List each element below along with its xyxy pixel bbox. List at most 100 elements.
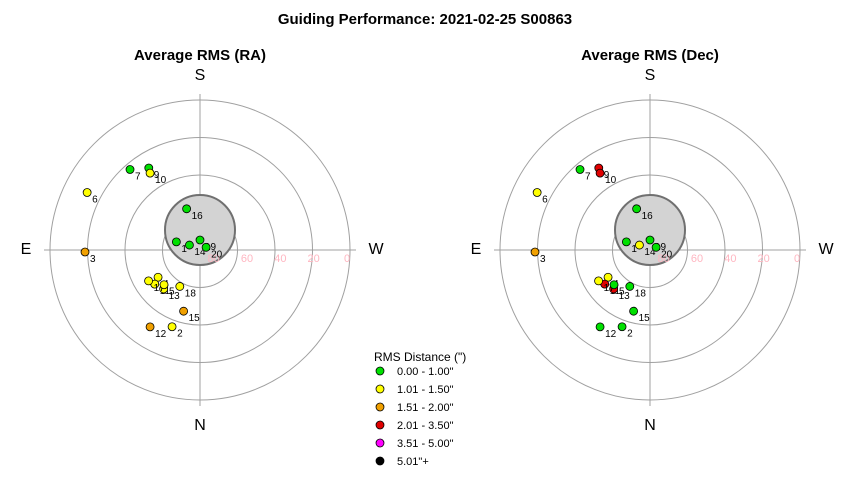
data-point-label: 12 [155, 329, 167, 340]
legend-label: 1.01 - 1.50" [397, 384, 454, 396]
legend-label: 1.51 - 2.00" [397, 402, 454, 414]
direction-bottom-ra: N [194, 417, 206, 434]
data-point [635, 240, 644, 250]
data-points-dec: 123467910111213141516171819205 [530, 163, 673, 340]
radial-tick-label: 60 [691, 253, 703, 265]
data-point-label: 15 [639, 313, 651, 324]
data-point-label: 19 [205, 242, 217, 253]
data-point-label: 1 [631, 244, 637, 255]
direction-right-ra: W [368, 241, 384, 258]
legend-label: 0.00 - 1.00" [397, 366, 454, 378]
data-point [195, 235, 205, 245]
data-point [632, 204, 642, 214]
data-point-label: 9 [154, 170, 160, 181]
radial-tick-label: 20 [308, 253, 320, 265]
radial-tick-label: 40 [724, 253, 736, 265]
data-point [645, 235, 655, 245]
radial-tick-label: 20 [758, 253, 770, 265]
radial-tick-label: 40 [274, 253, 286, 265]
data-point-label: 6 [542, 194, 548, 205]
legend-swatch [375, 402, 385, 412]
data-point [621, 237, 631, 247]
obstruction-layer-ra [164, 194, 236, 266]
direction-bottom-dec: N [644, 417, 656, 434]
data-point [629, 306, 639, 316]
data-point [80, 247, 90, 257]
radial-tick-label: 0 [794, 253, 800, 265]
chart-title-ra: Average RMS (RA) [134, 47, 266, 64]
data-point-label: 18 [185, 288, 197, 299]
data-point-label: 2 [177, 329, 183, 340]
direction-right-dec: W [818, 241, 834, 258]
data-point [575, 165, 585, 174]
data-point [159, 280, 169, 290]
obstruction-disc [164, 194, 236, 266]
data-point [532, 188, 542, 197]
data-point-label: 17 [604, 283, 616, 294]
data-point-label: 2 [627, 329, 633, 340]
data-point-label: 17 [154, 283, 166, 294]
polar-grid-ra [44, 94, 356, 406]
data-point-label: 15 [189, 313, 201, 324]
data-point [595, 322, 605, 332]
obstruction-layer-dec [614, 194, 686, 266]
obstruction-disc [614, 194, 686, 266]
data-point [625, 282, 635, 291]
data-point-label: 1 [181, 244, 187, 255]
data-point [82, 188, 92, 197]
data-point-label: 13 [619, 291, 631, 302]
data-point [182, 204, 192, 214]
data-point-label: 5 [169, 287, 175, 298]
direction-left-ra: E [21, 241, 32, 258]
data-point-label: 20 [211, 249, 223, 260]
data-point-label: 6 [92, 194, 98, 205]
data-point-label: 10 [155, 175, 167, 186]
legend: RMS Distance (") 0.00 - 1.00" 1.01 - 1.50… [374, 350, 466, 468]
data-point-label: 20 [661, 249, 673, 260]
data-point-label: 9 [604, 170, 610, 181]
data-point-label: 5 [619, 287, 625, 298]
data-point-label: 10 [605, 175, 617, 186]
data-point [595, 168, 605, 178]
radial-tick-label: 60 [241, 253, 253, 265]
legend-swatch [375, 366, 385, 376]
data-point [179, 306, 189, 316]
legend-label: 2.01 - 3.50" [397, 420, 454, 432]
data-point [175, 282, 185, 291]
figure-title: Guiding Performance: 2021-02-25 S00863 [278, 11, 572, 28]
data-point [171, 237, 181, 247]
data-point [167, 322, 177, 332]
radial-tick-label: 0 [344, 253, 350, 265]
direction-top-dec: S [645, 67, 656, 84]
legend-swatch [375, 384, 385, 394]
data-point [530, 247, 540, 257]
legend-title: RMS Distance (") [374, 350, 466, 364]
data-point [145, 322, 155, 332]
data-point-label: 18 [635, 288, 647, 299]
data-point-label: 7 [135, 171, 141, 182]
data-point-label: 7 [585, 171, 591, 182]
radial-tick-label: 80 [658, 253, 670, 265]
direction-left-dec: E [471, 241, 482, 258]
legend-label: 3.51 - 5.00" [397, 438, 454, 450]
radial-ticks-ra: 80 60 40 20 0 [208, 253, 351, 265]
data-point-label: 16 [642, 211, 654, 222]
data-point-label: 14 [194, 247, 206, 258]
legend-items: 0.00 - 1.00" 1.01 - 1.50" 1.51 - 2.00" 2.01… [375, 366, 454, 468]
legend-swatch [375, 456, 385, 466]
data-point-label: 3 [90, 254, 96, 265]
data-point [617, 322, 627, 332]
legend-swatch [375, 420, 385, 430]
data-point-label: 3 [540, 254, 546, 265]
data-points-ra: 123467910111213141516171819205 [80, 163, 223, 340]
data-point [144, 276, 153, 286]
data-point [201, 242, 211, 252]
data-point [651, 242, 661, 252]
data-point [145, 168, 155, 178]
data-point-label: 19 [655, 242, 667, 253]
chart-title-dec: Average RMS (Dec) [581, 47, 719, 64]
data-point [185, 240, 194, 250]
